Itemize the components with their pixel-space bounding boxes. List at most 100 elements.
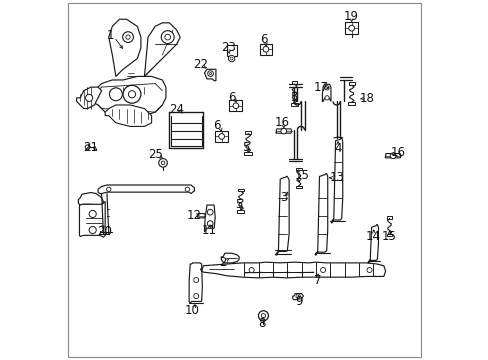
Circle shape (207, 221, 213, 226)
Circle shape (348, 25, 354, 31)
Polygon shape (385, 154, 400, 158)
Text: 24: 24 (169, 103, 184, 116)
Text: 1: 1 (107, 29, 114, 42)
Polygon shape (275, 176, 288, 255)
Circle shape (185, 187, 189, 192)
Polygon shape (108, 19, 141, 76)
Bar (348, 82, 354, 85)
Text: 15: 15 (381, 230, 395, 243)
Circle shape (209, 72, 211, 75)
Circle shape (389, 153, 395, 158)
Text: 19: 19 (344, 10, 358, 23)
Bar (386, 216, 391, 219)
Bar (237, 210, 244, 213)
Circle shape (125, 35, 130, 39)
Circle shape (89, 226, 96, 234)
Polygon shape (275, 129, 291, 133)
Circle shape (109, 88, 122, 101)
Polygon shape (244, 272, 313, 273)
Circle shape (320, 267, 325, 273)
Text: 5: 5 (242, 141, 249, 154)
Polygon shape (315, 174, 327, 255)
Text: 9: 9 (294, 295, 302, 308)
Circle shape (324, 96, 328, 100)
Bar (226, 45, 236, 56)
Bar (238, 189, 244, 192)
Polygon shape (331, 138, 342, 223)
Polygon shape (77, 87, 102, 109)
Polygon shape (292, 294, 303, 300)
Bar (386, 234, 391, 237)
Circle shape (324, 86, 328, 90)
Polygon shape (367, 225, 378, 263)
Bar (295, 186, 301, 188)
Bar (244, 152, 251, 155)
Text: 4: 4 (334, 142, 341, 155)
Polygon shape (322, 84, 330, 102)
Circle shape (164, 34, 170, 40)
Text: 5: 5 (235, 198, 242, 211)
Circle shape (159, 158, 167, 167)
Bar (215, 131, 227, 142)
Text: 25: 25 (148, 148, 163, 162)
Circle shape (161, 31, 174, 44)
Bar (345, 22, 357, 34)
Polygon shape (197, 213, 205, 218)
Text: 10: 10 (184, 304, 199, 317)
Circle shape (123, 85, 141, 103)
Text: 20: 20 (97, 225, 112, 238)
Polygon shape (87, 76, 165, 116)
Circle shape (128, 91, 135, 98)
Text: 3: 3 (280, 191, 287, 204)
Circle shape (85, 145, 89, 149)
Polygon shape (105, 105, 151, 126)
Text: 5: 5 (289, 91, 297, 104)
Text: 15: 15 (294, 169, 309, 182)
Bar (290, 103, 298, 106)
Circle shape (366, 267, 371, 273)
Circle shape (122, 32, 133, 42)
Circle shape (248, 267, 254, 273)
Polygon shape (80, 202, 105, 237)
Text: 8: 8 (258, 317, 265, 330)
Circle shape (228, 55, 234, 62)
Circle shape (261, 314, 265, 318)
Circle shape (207, 209, 213, 215)
Text: 14: 14 (365, 230, 380, 243)
Circle shape (218, 134, 224, 139)
Circle shape (295, 294, 300, 298)
Text: 18: 18 (359, 92, 373, 105)
Bar (347, 102, 354, 105)
Circle shape (233, 103, 238, 109)
Text: 6: 6 (213, 119, 221, 132)
Polygon shape (204, 69, 216, 81)
Circle shape (230, 57, 233, 60)
Text: 23: 23 (221, 41, 235, 54)
Text: 7: 7 (314, 274, 321, 287)
Bar (229, 100, 242, 111)
Text: 17: 17 (313, 81, 328, 94)
Circle shape (85, 94, 93, 102)
Text: 11: 11 (202, 224, 217, 237)
Circle shape (106, 187, 111, 192)
Circle shape (193, 294, 198, 298)
Circle shape (193, 278, 198, 283)
Text: 2: 2 (219, 256, 226, 269)
Text: 16: 16 (390, 147, 405, 159)
Circle shape (281, 128, 286, 134)
Text: 13: 13 (328, 171, 344, 184)
Circle shape (89, 210, 96, 217)
Text: 6: 6 (260, 33, 267, 46)
Bar (295, 168, 301, 170)
Polygon shape (201, 262, 385, 278)
Text: 12: 12 (186, 208, 201, 221)
Polygon shape (204, 205, 215, 232)
Circle shape (161, 161, 164, 165)
Text: 21: 21 (82, 141, 98, 154)
Bar (291, 81, 297, 84)
Circle shape (263, 46, 268, 52)
Text: 22: 22 (193, 58, 208, 72)
Text: 16: 16 (274, 116, 289, 129)
Polygon shape (189, 263, 202, 303)
Bar (244, 131, 250, 134)
